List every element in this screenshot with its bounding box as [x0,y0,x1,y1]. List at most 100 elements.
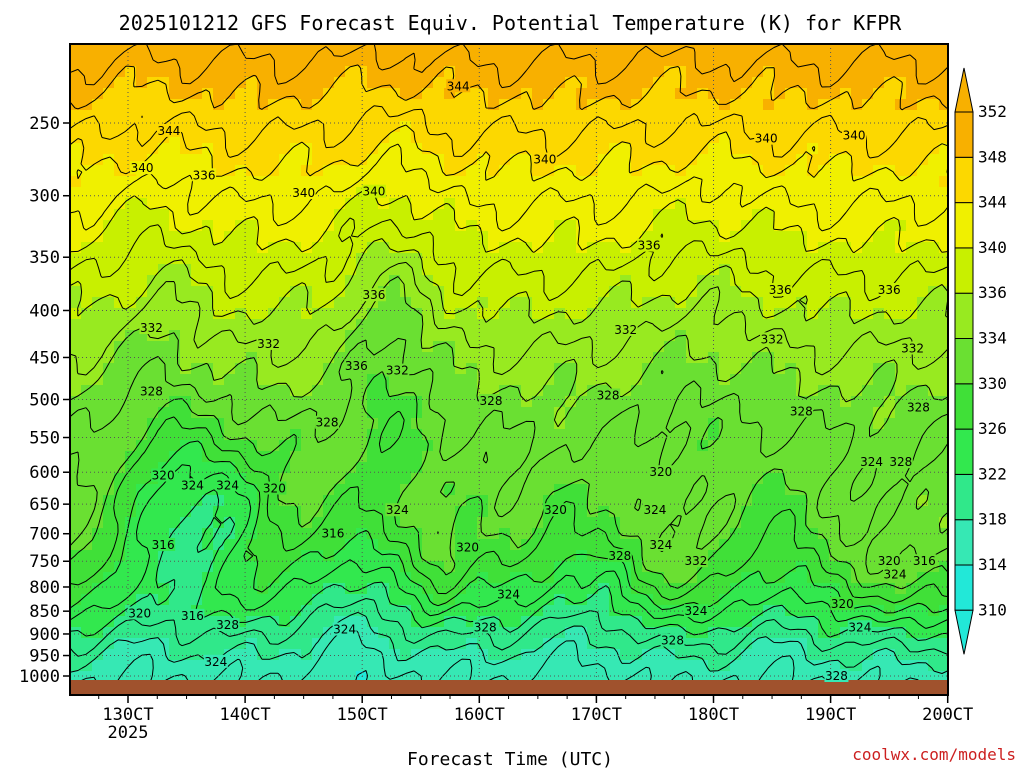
contour-label-text: 324 [649,538,672,552]
contour-label-text: 320 [456,541,479,555]
contour-label: 340 [361,184,386,199]
contour-label: 332 [900,341,925,356]
contour-label: 328 [824,669,849,683]
contour-label: 320 [151,468,176,483]
contour-label: 328 [215,618,240,632]
contour-label: 324 [203,654,228,669]
contour-label-text: 320 [128,607,151,621]
contour-label-text: 320 [544,503,567,517]
contour-label: 336 [192,168,217,182]
y-tick-label: 400 [29,301,60,321]
contour-label: 328 [315,415,340,430]
contour-label-text: 336 [345,359,368,373]
contour-label: 328 [660,633,685,648]
contour-label-text: 336 [362,288,385,302]
contour-label: 340 [532,152,557,167]
contour-label: 316 [151,537,176,552]
contour-label: 320 [877,554,902,568]
contour-label: 316 [180,608,205,623]
contour-label-text: 324 [643,503,666,517]
contour-label-text: 336 [638,239,661,253]
y-axis: 250 300 350 400 450 500 550 600 650 700 750 800 850 9… [19,114,70,687]
contour-label-text: 328 [597,388,620,402]
contour-label: 336 [361,288,386,302]
colorbar-label: 322 [978,464,1007,483]
credit-link[interactable]: coolwx.com/models [852,745,1016,764]
contour-label-text: 328 [480,394,503,408]
contour-label: 336 [344,359,369,373]
contour-label-text: 336 [193,168,216,182]
contour-label: 316 [912,554,937,568]
x-axis-label: Forecast Time (UTC) [407,749,613,768]
colorbar-swatch [954,111,974,158]
contour-label: 320 [455,540,480,555]
contour-label-text: 340 [292,186,315,200]
ground-surface [70,680,948,695]
colorbar-swatch [954,383,974,430]
contour-label-text: 316 [913,554,936,568]
colorbar-bottom-arrow [954,609,974,655]
contour-label-text: 316 [152,538,175,552]
contour-label-text: 324 [181,478,204,492]
theta-e-color-bands [70,44,948,695]
x-tick-label: 190CT [805,705,856,725]
contour-label: 344 [156,123,181,138]
contour-label: 320 [830,597,855,611]
contour-label-text: 320 [878,554,901,568]
contour-label-text: 320 [152,469,175,483]
y-tick-label: 750 [29,552,60,572]
contour-label: 328 [473,620,498,634]
contour-label: 324 [496,587,521,601]
contour-label: 344 [446,79,471,93]
contour-label: 324 [642,503,667,517]
x-tick-label: 200CT [922,705,973,725]
contour-label-text: 328 [608,549,631,563]
contour-label-text: 328 [825,669,848,683]
contour-label-text: 324 [884,567,907,581]
contour-label: 328 [789,404,814,418]
contour-label: 332 [256,336,281,351]
x-tick-label: 150CT [337,705,388,725]
contour-label-text: 328 [474,620,497,634]
contour-label: 324 [385,503,410,517]
colorbar-label: 340 [978,238,1007,257]
colorbar-swatch [954,292,974,340]
contour-label-text: 328 [216,618,239,632]
colorbar-label: 334 [978,329,1007,348]
contour-label: 336 [768,283,793,297]
y-tick-label: 350 [29,248,60,268]
contour-label-text: 344 [447,79,470,93]
colorbar-label: 336 [978,283,1007,302]
contour-label-text: 328 [889,455,912,469]
colorbar-swatch [954,247,974,294]
contour-label: 324 [332,622,357,637]
colorbar: 310 314 318 322 326 330 334 336 340 344 348 352 [954,67,1007,655]
contour-label-text: 324 [386,503,409,517]
y-tick-label: 650 [29,495,60,515]
colorbar-swatch [954,428,974,475]
contour-label-text: 340 [533,153,556,167]
colorbar-swatch [954,156,974,204]
contour-label: 332 [139,321,164,335]
contour-label-text: 316 [181,609,204,623]
contour-label: 336 [877,283,902,297]
contour-label-text: 332 [901,342,924,356]
contour-label: 320 [543,503,568,517]
colorbar-swatch [954,202,974,249]
x-tick-label: 170CT [571,705,622,725]
contour-label-text: 340 [131,161,154,175]
colorbar-label: 348 [978,147,1007,166]
contour-label-text: 336 [878,283,901,297]
contour-labels: 344 340 336 340 344 340 336 332 332 336 332 340 340 3… [127,79,937,683]
contour-lines [70,44,948,695]
contour-label-text: 328 [661,634,684,648]
y-tick-label: 900 [29,625,60,645]
contour-label-text: 324 [860,455,883,469]
contour-label-text: 332 [257,337,280,351]
contour-label: 328 [139,384,164,398]
contour-label: 324 [883,567,908,581]
y-tick-label: 800 [29,578,60,598]
contour-label-text: 328 [316,416,339,430]
colorbar-label: 314 [978,555,1007,574]
